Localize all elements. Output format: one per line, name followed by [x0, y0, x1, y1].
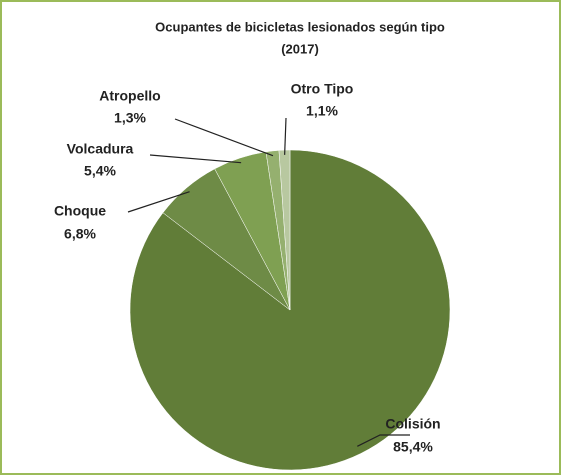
leader-line — [284, 117, 287, 155]
slice-value-label: 5,4% — [84, 163, 116, 179]
chart-title: Ocupantes de bicicletas lesionados según… — [155, 19, 445, 34]
slice-value-label: 1,1% — [306, 103, 338, 119]
slice-label: Choque — [54, 203, 106, 219]
leader-line — [149, 154, 242, 164]
slice-value-label: 85,4% — [393, 439, 433, 455]
slice-value-label: 6,8% — [64, 226, 96, 242]
slice-label: Volcadura — [67, 141, 134, 157]
leader-line — [127, 191, 190, 213]
leader-line — [174, 118, 274, 157]
chart-title: (2017) — [281, 41, 319, 56]
slice-label: Colisión — [385, 416, 440, 432]
slice-value-label: 1,3% — [114, 110, 146, 126]
slice-label: Otro Tipo — [291, 81, 354, 97]
leader-line — [357, 434, 410, 447]
slice-label: Atropello — [99, 88, 160, 104]
